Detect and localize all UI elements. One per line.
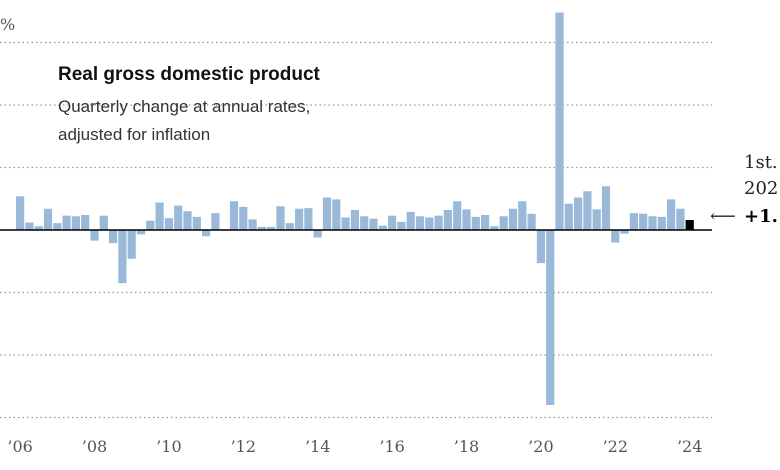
- annotation-arrow-icon: ⟵: [710, 206, 736, 227]
- bar-quarter-0: [16, 196, 25, 230]
- bar-quarter-31: [304, 208, 313, 231]
- bar-quarter-52: [499, 216, 508, 230]
- bar-quarter-34: [332, 199, 341, 231]
- bar-quarter-35: [341, 217, 350, 230]
- bar-quarter-24: [239, 206, 248, 231]
- x-axis-ticks: ’06 ’08 ’10 ’12 ’14 ’16 ’18 ’20 ’22 ’24: [7, 437, 702, 456]
- bar-quarter-40: [388, 215, 397, 230]
- bar-quarter-59: [564, 203, 573, 230]
- bar-quarter-68: [648, 216, 657, 230]
- bar-quarter-43: [415, 216, 425, 230]
- x-tick-label-7: ’20: [528, 437, 553, 456]
- bar-quarter-28: [276, 206, 285, 230]
- bar-quarter-16: [164, 218, 173, 231]
- bar-quarter-54: [518, 201, 527, 230]
- bar-quarter-8: [90, 230, 99, 241]
- bar-quarter-51: [490, 226, 499, 230]
- bar-quarter-49: [471, 216, 480, 231]
- annotation-value: +1.: [744, 206, 778, 227]
- bar-quarter-7: [81, 215, 90, 230]
- bar-quarter-13: [136, 230, 146, 235]
- x-tick-label-4: ’14: [305, 437, 330, 456]
- bar-quarter-18: [183, 211, 192, 230]
- bar-quarter-26: [257, 226, 266, 231]
- x-tick-label-6: ’18: [454, 437, 479, 456]
- bar-quarter-29: [285, 223, 294, 231]
- bar-quarter-57: [546, 230, 555, 405]
- bar-quarter-44: [425, 217, 434, 230]
- bar-quarter-67: [639, 213, 648, 230]
- bar-quarter-62: [592, 209, 601, 231]
- x-tick-label-9: ’24: [677, 437, 702, 456]
- y-axis-unit-label: %: [0, 15, 15, 34]
- chart-subtitle-line-1: Quarterly change at annual rates,: [58, 97, 310, 116]
- bar-quarter-5: [62, 215, 71, 230]
- bar-quarter-19: [192, 216, 201, 231]
- bar-quarter-30: [295, 208, 304, 230]
- bar-quarter-53: [508, 208, 518, 230]
- bar-quarter-45: [434, 215, 443, 230]
- annotation-quarter: 1st.: [744, 152, 778, 173]
- bar-quarter-47: [453, 201, 462, 230]
- bar-quarter-27: [267, 226, 276, 231]
- bar-quarter-36: [350, 210, 359, 230]
- bar-quarter-38: [369, 218, 378, 230]
- bar-quarter-50: [481, 215, 490, 230]
- x-tick-label-3: ’12: [231, 437, 256, 456]
- bar-quarter-46: [443, 210, 452, 230]
- bar-quarter-20: [202, 230, 211, 237]
- bar-quarter-21: [211, 213, 220, 231]
- bar-quarter-58: [555, 12, 564, 230]
- x-tick-label-5: ’16: [379, 437, 404, 456]
- bar-quarter-69: [657, 216, 666, 231]
- bar-quarter-61: [583, 191, 592, 230]
- bar-quarter-23: [229, 201, 239, 230]
- bar-quarter-63: [601, 186, 611, 230]
- bar-quarter-10: [109, 230, 118, 244]
- bar-quarter-1: [25, 222, 34, 230]
- bar-quarter-33: [322, 197, 332, 230]
- bar-latest-quarter: [685, 220, 694, 230]
- x-tick-label-0: ’06: [7, 437, 32, 456]
- bar-quarter-70: [667, 199, 676, 231]
- bar-quarter-9: [99, 215, 108, 230]
- bar-quarter-55: [527, 213, 536, 230]
- bar-quarter-6: [71, 216, 80, 230]
- gridlines: [0, 41, 712, 419]
- bar-quarter-15: [155, 202, 164, 230]
- bar-quarter-65: [620, 230, 629, 234]
- bar-quarter-25: [248, 219, 257, 231]
- bar-quarter-42: [406, 211, 415, 231]
- bar-quarter-2: [34, 226, 43, 230]
- x-tick-label-2: ’10: [156, 437, 181, 456]
- bar-quarter-37: [360, 216, 369, 230]
- bars: [16, 12, 694, 405]
- bar-quarter-56: [536, 230, 545, 264]
- bar-quarter-32: [313, 230, 322, 238]
- bar-quarter-71: [676, 208, 685, 230]
- bar-quarter-60: [574, 197, 583, 230]
- bar-quarter-3: [43, 208, 53, 230]
- bar-quarter-64: [611, 230, 620, 243]
- bar-quarter-66: [629, 213, 638, 231]
- bar-quarter-17: [174, 205, 183, 231]
- x-tick-label-8: ’22: [603, 437, 628, 456]
- chart-subtitle-line-2: adjusted for inflation: [58, 125, 210, 144]
- bar-quarter-4: [53, 223, 62, 231]
- bar-quarter-41: [397, 221, 406, 231]
- bar-quarter-48: [462, 209, 471, 231]
- x-tick-label-1: ’08: [82, 437, 107, 456]
- bar-quarter-14: [146, 220, 155, 231]
- bar-quarter-39: [378, 225, 387, 231]
- bar-quarter-12: [127, 230, 136, 259]
- chart-title: Real gross domestic product: [58, 64, 321, 85]
- bar-quarter-11: [118, 230, 127, 284]
- annotation-year: 202: [744, 178, 778, 199]
